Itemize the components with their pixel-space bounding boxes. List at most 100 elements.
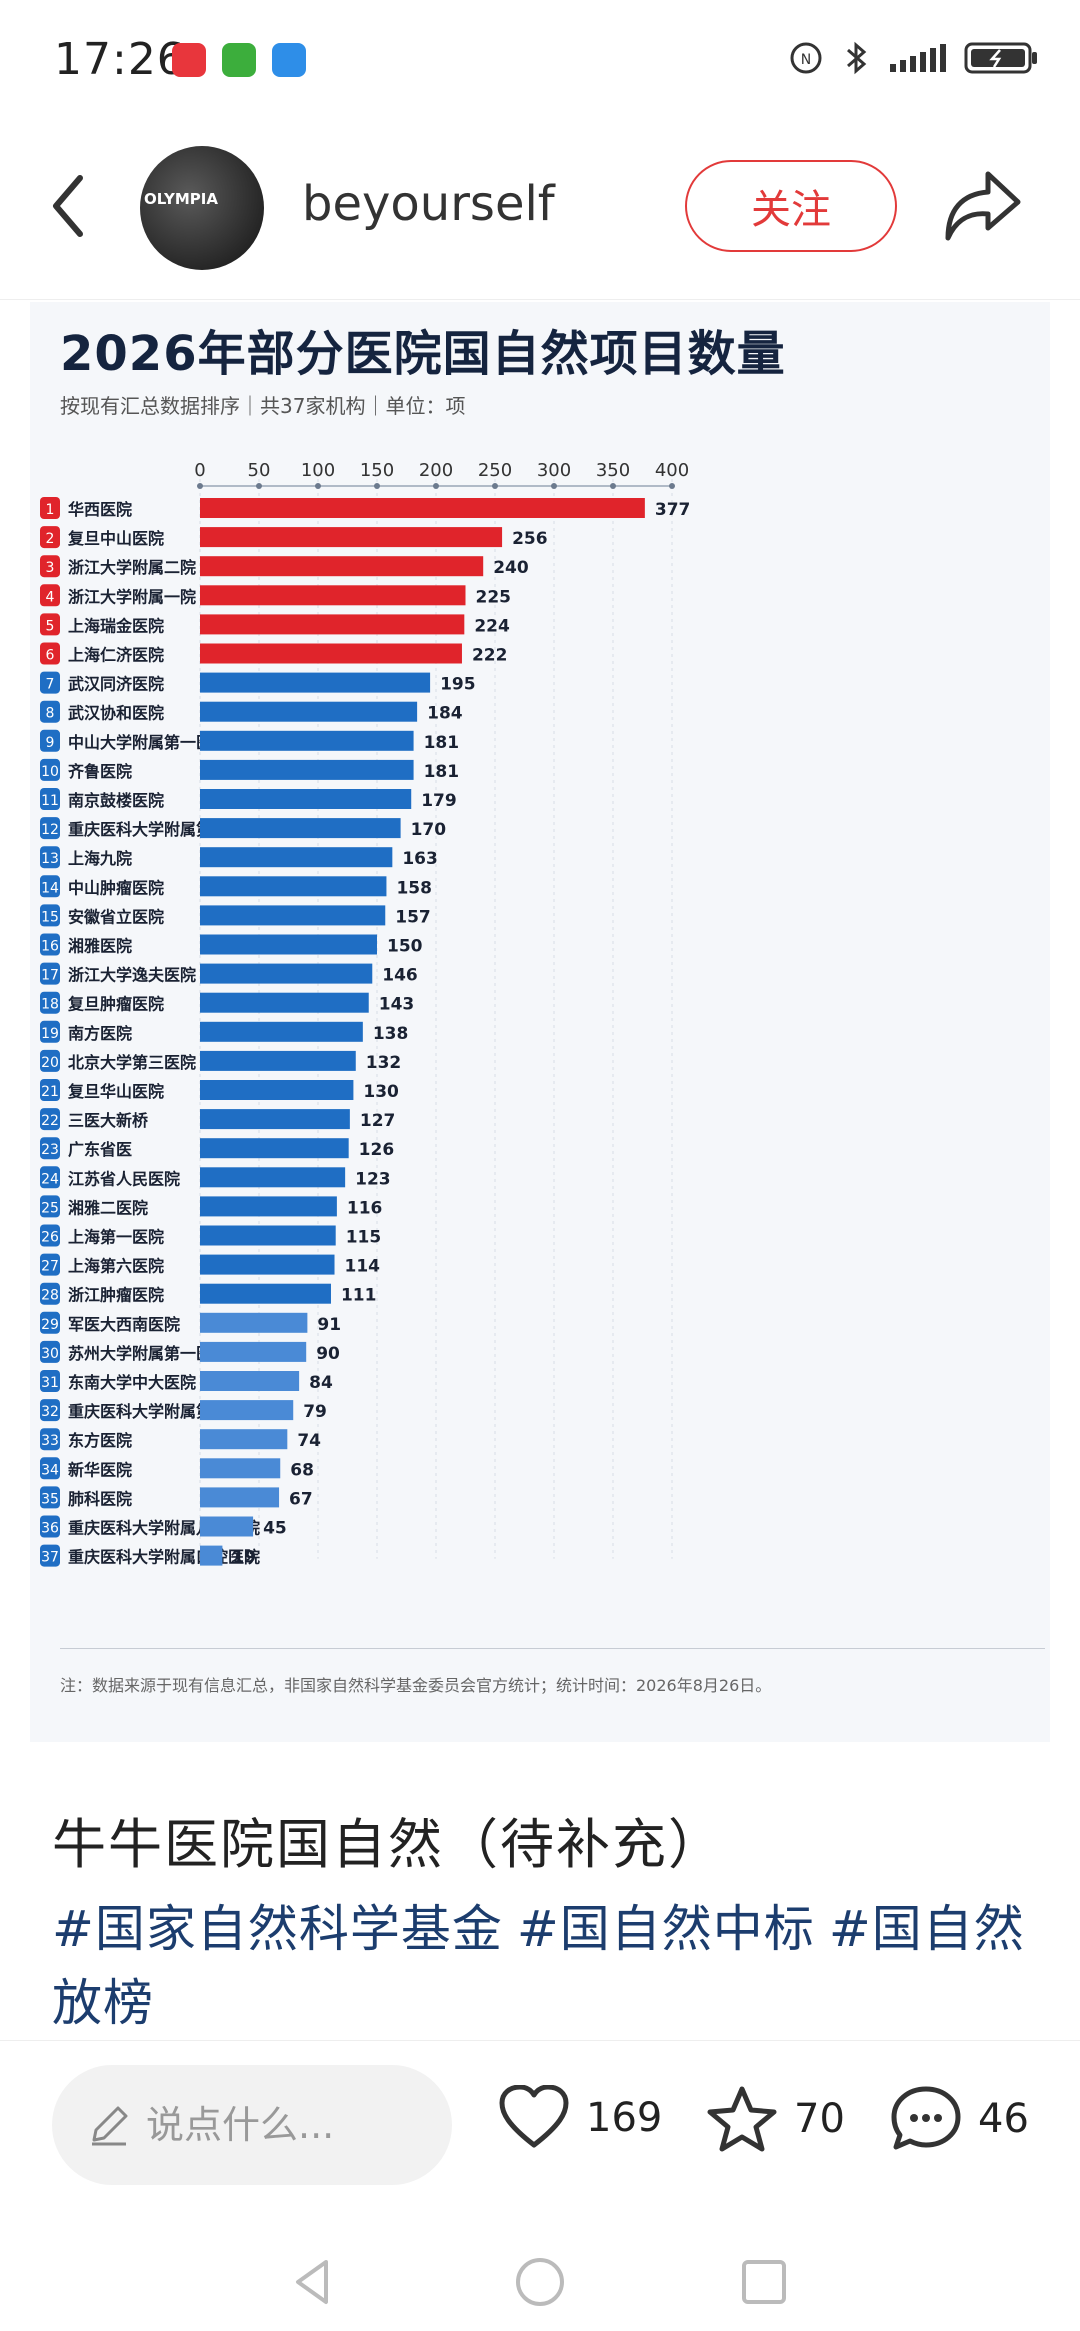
tag-link[interactable]: #国自然放榜 bbox=[52, 1900, 1025, 2032]
data-label: 111 bbox=[341, 1286, 377, 1306]
data-label: 256 bbox=[512, 529, 548, 549]
rank-number: 24 bbox=[41, 1171, 59, 1187]
bar bbox=[200, 1516, 254, 1537]
data-label: 123 bbox=[355, 1169, 391, 1189]
x-tick-dot bbox=[610, 483, 616, 489]
star-icon bbox=[707, 2086, 777, 2152]
status-bar: 17:26 N bbox=[0, 0, 1080, 120]
rank-number: 9 bbox=[46, 735, 55, 751]
tag-link[interactable]: #国自然中标 bbox=[516, 1900, 815, 1958]
tag-link[interactable]: #国家自然科学基金 bbox=[52, 1900, 503, 1958]
bar bbox=[200, 1109, 350, 1130]
post-header: OLYMPIA beyourself 关注 bbox=[0, 120, 1080, 300]
x-tick-dot bbox=[197, 483, 203, 489]
bluetooth-icon bbox=[847, 41, 867, 75]
data-label: 84 bbox=[309, 1373, 333, 1393]
data-label: 225 bbox=[476, 587, 512, 607]
data-label: 132 bbox=[366, 1053, 402, 1073]
bar bbox=[200, 963, 373, 984]
rank-badge bbox=[40, 1486, 60, 1509]
rank-number: 33 bbox=[41, 1433, 59, 1449]
nfc-icon: N bbox=[790, 42, 822, 74]
rank-badge bbox=[40, 991, 60, 1014]
comment-input[interactable] bbox=[146, 2103, 446, 2147]
back-button[interactable] bbox=[40, 168, 100, 244]
data-label: 158 bbox=[396, 878, 432, 898]
bar bbox=[200, 1167, 346, 1188]
rank-badge bbox=[40, 700, 60, 723]
rank-number: 36 bbox=[41, 1521, 59, 1537]
rank-number: 29 bbox=[41, 1317, 59, 1333]
category-label: 浙江大学逸夫医院 bbox=[68, 966, 196, 985]
rank-badge bbox=[40, 1020, 60, 1043]
rank-number: 1 bbox=[46, 502, 55, 518]
rank-number: 28 bbox=[41, 1288, 59, 1304]
category-label: 武汉协和医院 bbox=[68, 704, 164, 723]
rank-number: 17 bbox=[41, 968, 59, 984]
data-label: 184 bbox=[427, 704, 463, 724]
data-label: 74 bbox=[297, 1431, 321, 1451]
bar bbox=[200, 672, 431, 693]
data-label: 138 bbox=[373, 1024, 409, 1044]
rank-number: 5 bbox=[46, 618, 55, 634]
category-label: 浙江大学附属二院 bbox=[68, 558, 196, 577]
rank-badge bbox=[40, 875, 60, 898]
rank-badge bbox=[40, 671, 60, 694]
bar bbox=[200, 876, 387, 897]
data-label: 116 bbox=[347, 1198, 383, 1218]
bar bbox=[200, 730, 414, 751]
data-label: 222 bbox=[472, 646, 508, 666]
avatar[interactable]: OLYMPIA bbox=[140, 146, 264, 270]
comment-box[interactable] bbox=[52, 2065, 452, 2185]
bar bbox=[200, 1021, 363, 1042]
rank-badge bbox=[40, 1253, 60, 1276]
data-label: 91 bbox=[317, 1315, 341, 1335]
comment-button[interactable]: 46 bbox=[890, 2085, 1029, 2153]
rank-badge bbox=[40, 526, 60, 549]
data-label: 45 bbox=[263, 1519, 287, 1539]
category-label: 华西医院 bbox=[68, 500, 132, 519]
bar bbox=[200, 585, 466, 606]
battery-icon bbox=[964, 42, 1037, 74]
bar bbox=[200, 789, 412, 809]
rank-badge bbox=[40, 758, 60, 781]
data-label: 181 bbox=[424, 733, 460, 753]
bar bbox=[200, 556, 484, 577]
x-tick-label: 0 bbox=[194, 460, 205, 481]
rank-number: 37 bbox=[41, 1550, 59, 1566]
rank-badge bbox=[40, 1311, 60, 1334]
follow-button[interactable]: 关注 bbox=[685, 160, 897, 252]
bar bbox=[200, 847, 393, 868]
data-label: 179 bbox=[421, 791, 457, 811]
nav-recents-icon[interactable] bbox=[736, 2254, 792, 2310]
nav-home-icon[interactable] bbox=[512, 2254, 568, 2310]
bar bbox=[200, 1371, 300, 1391]
data-label: 157 bbox=[395, 907, 431, 927]
share-icon[interactable] bbox=[940, 166, 1024, 246]
data-label: 143 bbox=[379, 995, 415, 1015]
rank-badge bbox=[40, 788, 60, 810]
rank-number: 19 bbox=[41, 1026, 59, 1042]
category-label: 安徽省立医院 bbox=[68, 907, 164, 926]
category-label: 肺科医院 bbox=[68, 1489, 132, 1508]
data-label: 126 bbox=[359, 1140, 395, 1160]
rank-number: 32 bbox=[41, 1404, 59, 1420]
like-button[interactable]: 169 bbox=[498, 2085, 662, 2151]
post-title: 牛牛医院国自然（待补充） bbox=[52, 1813, 724, 1876]
nav-back-icon[interactable] bbox=[286, 2254, 342, 2310]
star-button[interactable]: 70 bbox=[706, 2085, 845, 2153]
username[interactable]: beyourself bbox=[302, 176, 555, 232]
rank-number: 6 bbox=[46, 648, 55, 664]
avatar-text: OLYMPIA bbox=[144, 190, 218, 208]
rank-badge bbox=[40, 497, 60, 519]
category-label: 复旦肿瘤医院 bbox=[67, 995, 164, 1014]
rank-number: 2 bbox=[46, 531, 55, 547]
bar bbox=[200, 614, 465, 635]
post-image[interactable]: 2026年部分医院国自然项目数量 按现有汇总数据排序｜共37家机构｜单位：项 0… bbox=[30, 302, 1050, 1742]
x-tick-label: 250 bbox=[478, 460, 512, 481]
data-label: 224 bbox=[474, 616, 510, 636]
bar bbox=[200, 1487, 280, 1508]
category-label: 中山大学附属第一医院 bbox=[68, 733, 228, 752]
category-label: 东南大学中大医院 bbox=[68, 1373, 196, 1392]
x-tick-label: 200 bbox=[419, 460, 453, 481]
